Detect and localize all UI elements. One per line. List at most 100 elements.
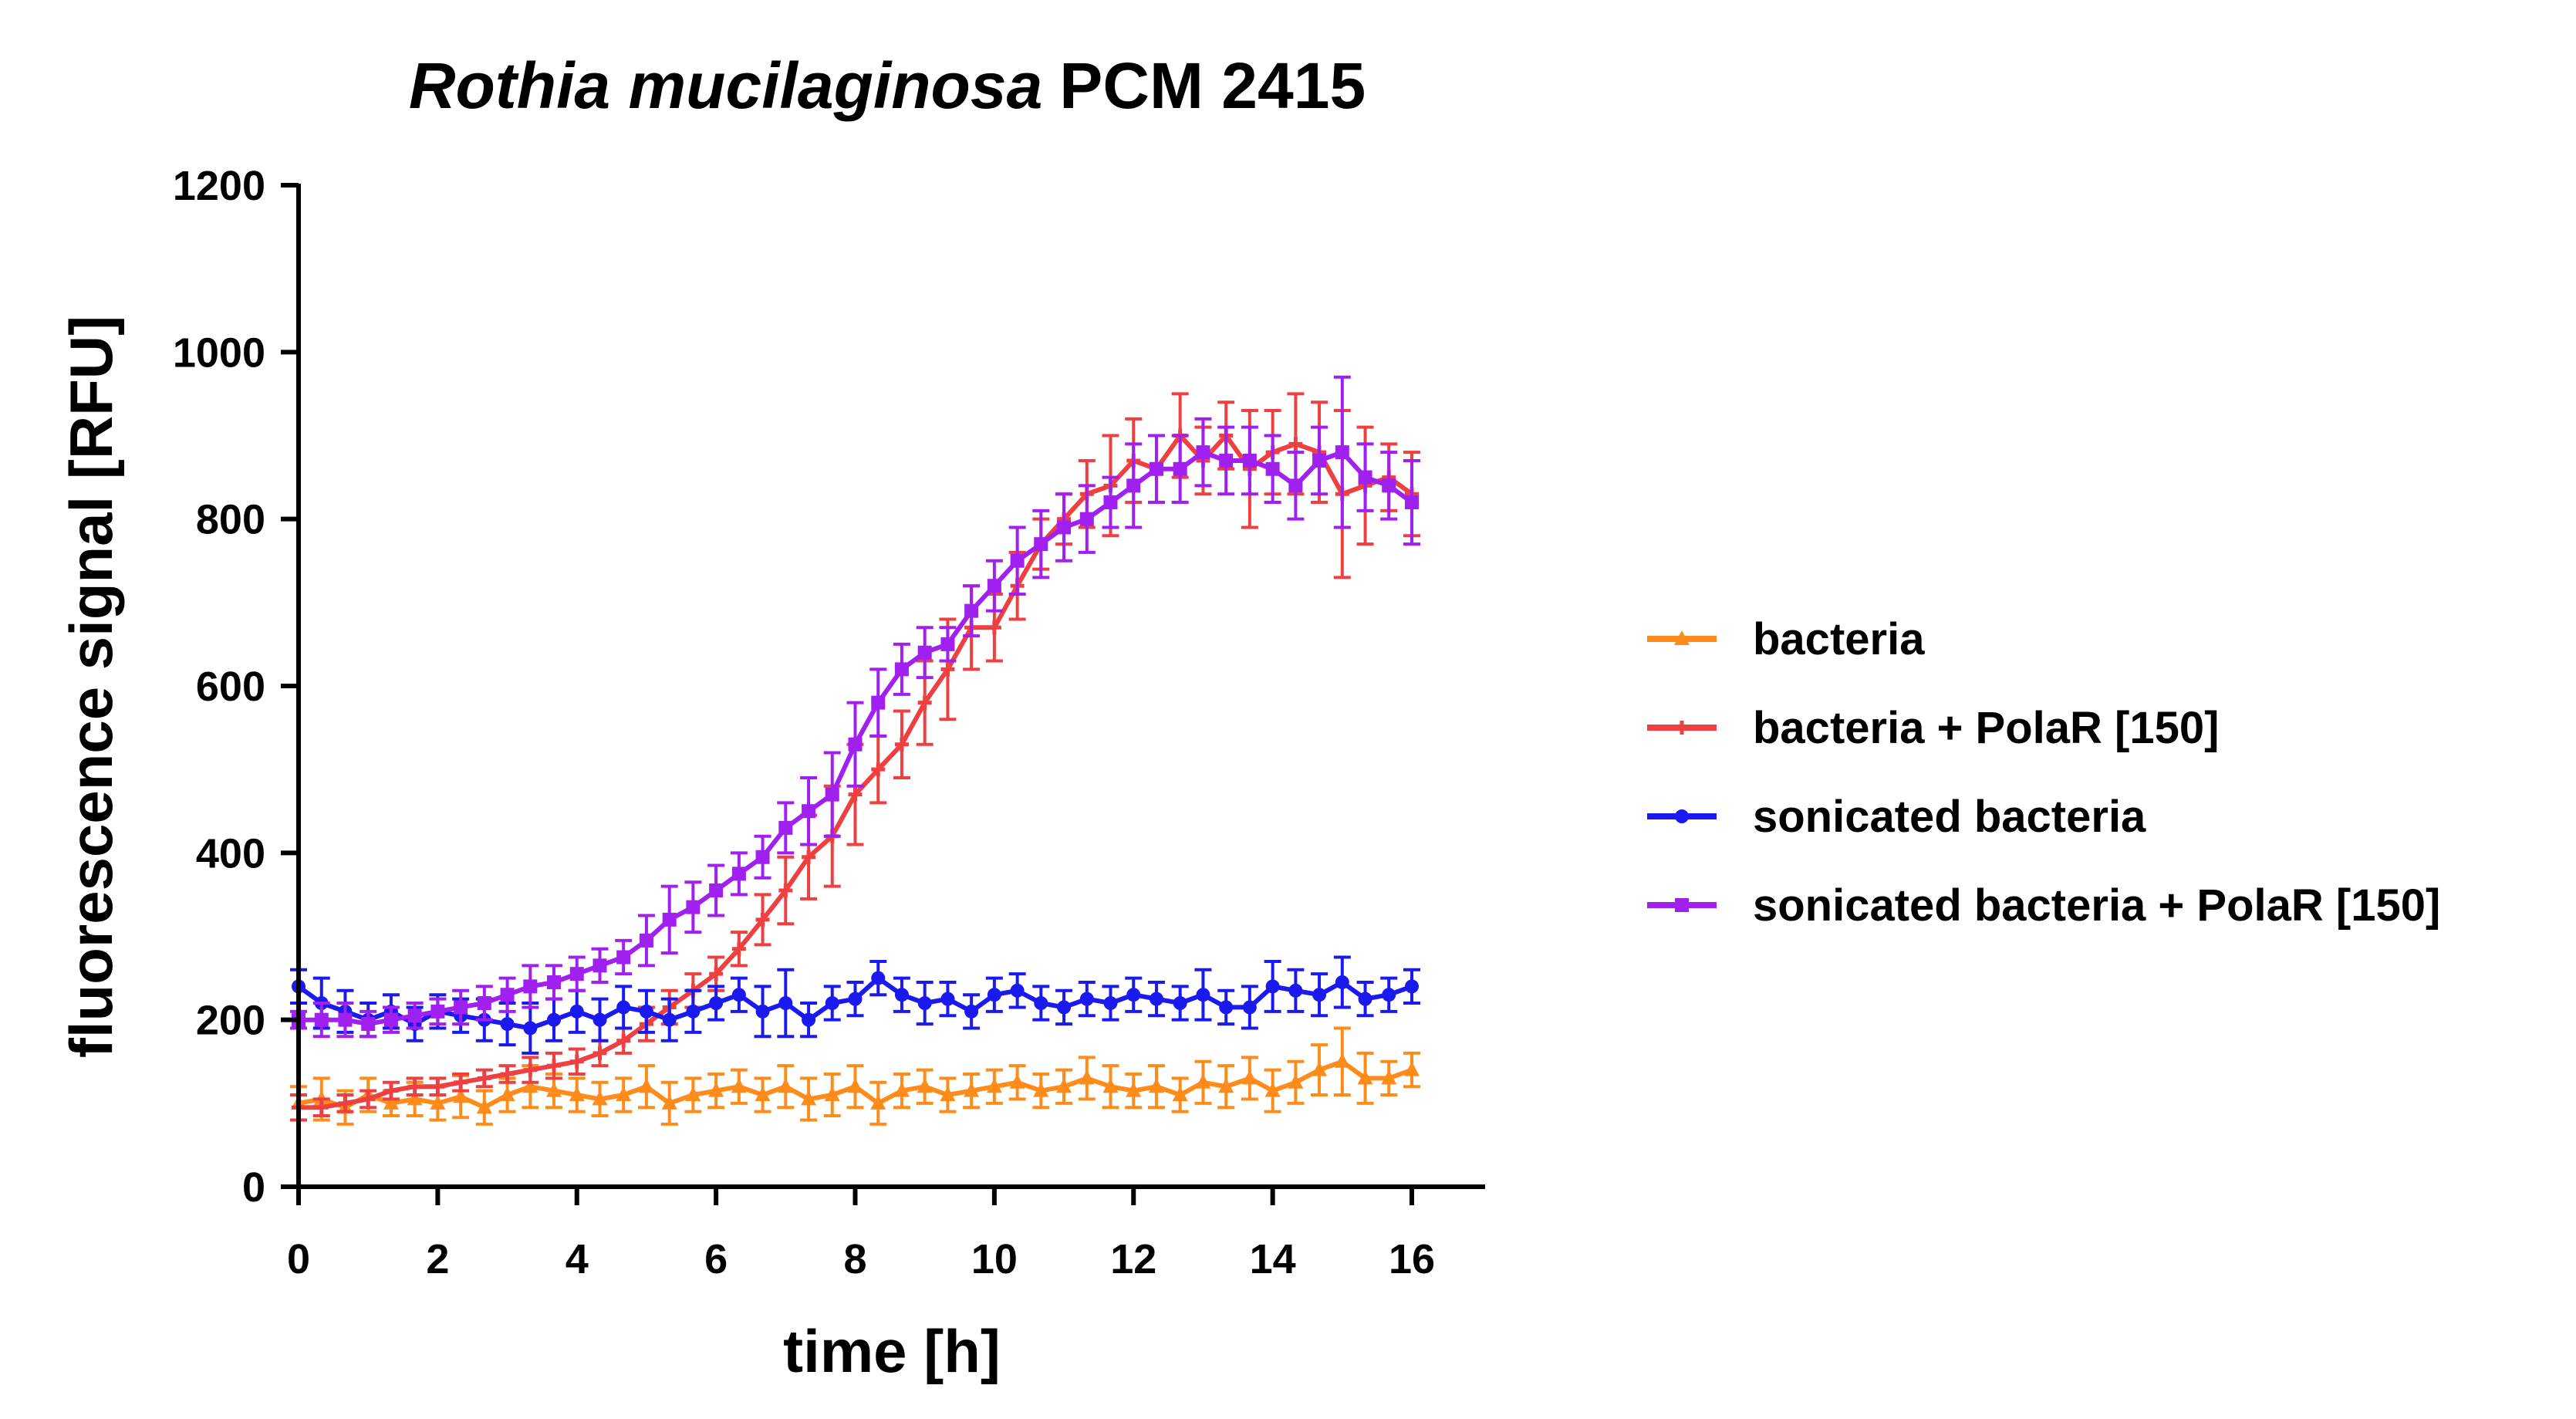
data-point (545, 1082, 562, 1097)
data-point (383, 1083, 398, 1098)
data-point (1288, 478, 1303, 493)
data-point (616, 1033, 631, 1048)
data-point (1219, 453, 1234, 468)
data-point (1404, 1061, 1420, 1076)
data-point (755, 850, 770, 864)
data-point (662, 912, 677, 927)
data-point (638, 1078, 654, 1093)
x-tick-label: 14 (1250, 1236, 1296, 1282)
data-point (802, 804, 816, 819)
data-point (917, 1078, 933, 1093)
data-point (1173, 461, 1187, 476)
data-point (430, 1094, 446, 1110)
data-point (361, 1017, 376, 1032)
data-point (686, 1004, 701, 1019)
data-point (1674, 630, 1690, 645)
data-point (1057, 520, 1072, 535)
legend-item: bacteria + PolaR [150] (1647, 703, 2219, 753)
x-tick-label: 10 (971, 1236, 1018, 1282)
data-point (894, 737, 909, 752)
data-point (1288, 983, 1303, 998)
data-point (1357, 1069, 1373, 1085)
data-point (1675, 721, 1689, 735)
data-point (778, 883, 793, 898)
data-point (1382, 478, 1396, 493)
data-point (1010, 983, 1025, 998)
data-point (825, 996, 839, 1011)
data-point (801, 1090, 817, 1106)
data-point (871, 695, 886, 710)
y-tick-label: 1200 (173, 163, 265, 209)
data-point (987, 579, 1001, 593)
data-point (1265, 979, 1280, 994)
data-point (1173, 996, 1187, 1011)
data-point (871, 762, 886, 777)
data-point (1102, 1078, 1119, 1093)
data-point (522, 1078, 538, 1093)
data-point (894, 662, 909, 677)
chart-title: Rothia mucilaginosa PCM 2415 (409, 49, 1366, 122)
data-point (1264, 1082, 1281, 1097)
data-point (848, 787, 863, 802)
data-point (1335, 445, 1349, 460)
data-point (662, 1012, 677, 1027)
x-tick-label: 12 (1110, 1236, 1156, 1282)
data-point (1312, 1061, 1328, 1076)
data-point (1034, 537, 1048, 552)
data-point (987, 988, 1001, 1002)
data-point (1358, 992, 1372, 1006)
data-point (314, 1100, 329, 1115)
data-point (802, 850, 816, 864)
data-point (1312, 988, 1327, 1002)
x-tick-label: 0 (287, 1236, 310, 1282)
data-point (314, 1012, 329, 1027)
data-point (361, 1092, 376, 1106)
data-point (1288, 437, 1303, 451)
y-tick-label: 800 (196, 497, 265, 543)
x-tick-label: 6 (704, 1236, 728, 1282)
data-point (1196, 988, 1210, 1002)
data-point (1196, 445, 1210, 460)
data-point (870, 1094, 886, 1110)
data-point (1103, 996, 1118, 1011)
data-point (454, 1000, 468, 1015)
data-point (569, 967, 584, 981)
data-point (593, 1046, 607, 1060)
y-tick-label: 200 (196, 998, 265, 1044)
data-point (940, 662, 955, 677)
legend-label: sonicated bacteria (1753, 792, 2146, 842)
data-point (1381, 1069, 1397, 1085)
data-point (500, 1017, 515, 1032)
legend-item: sonicated bacteria (1647, 792, 2146, 842)
data-point (731, 941, 746, 956)
y-tick-label: 1000 (173, 329, 265, 376)
data-point (1675, 898, 1689, 912)
data-point (709, 996, 724, 1011)
data-point (661, 1094, 677, 1110)
chart-title-italic: Rothia mucilaginosa (409, 49, 1042, 122)
data-point (1103, 495, 1118, 510)
legend-label: sonicated bacteria + PolaR [150] (1753, 880, 2440, 931)
data-point (1218, 1078, 1234, 1093)
data-point (1242, 453, 1257, 468)
series-3 (290, 375, 1420, 1039)
data-point (476, 1099, 492, 1114)
data-point (1172, 1086, 1188, 1102)
data-point (1079, 1069, 1095, 1085)
data-point (453, 1088, 469, 1103)
data-point (569, 1086, 585, 1102)
x-axis-label: time [h] (783, 1317, 1001, 1385)
data-point (1241, 1069, 1258, 1085)
data-point (1126, 988, 1141, 1002)
data-point (1195, 1073, 1211, 1089)
data-point (1405, 495, 1419, 510)
x-tick-label: 2 (426, 1236, 449, 1282)
y-ticks: 0 200 400 600 800 1000 1200 (173, 163, 299, 1211)
data-point (824, 1086, 840, 1102)
data-point (917, 695, 932, 710)
data-point (1382, 988, 1396, 1002)
data-point (593, 1012, 607, 1027)
data-point (1242, 1000, 1257, 1015)
legend-label: bacteria (1753, 614, 1925, 664)
data-point (917, 645, 932, 660)
